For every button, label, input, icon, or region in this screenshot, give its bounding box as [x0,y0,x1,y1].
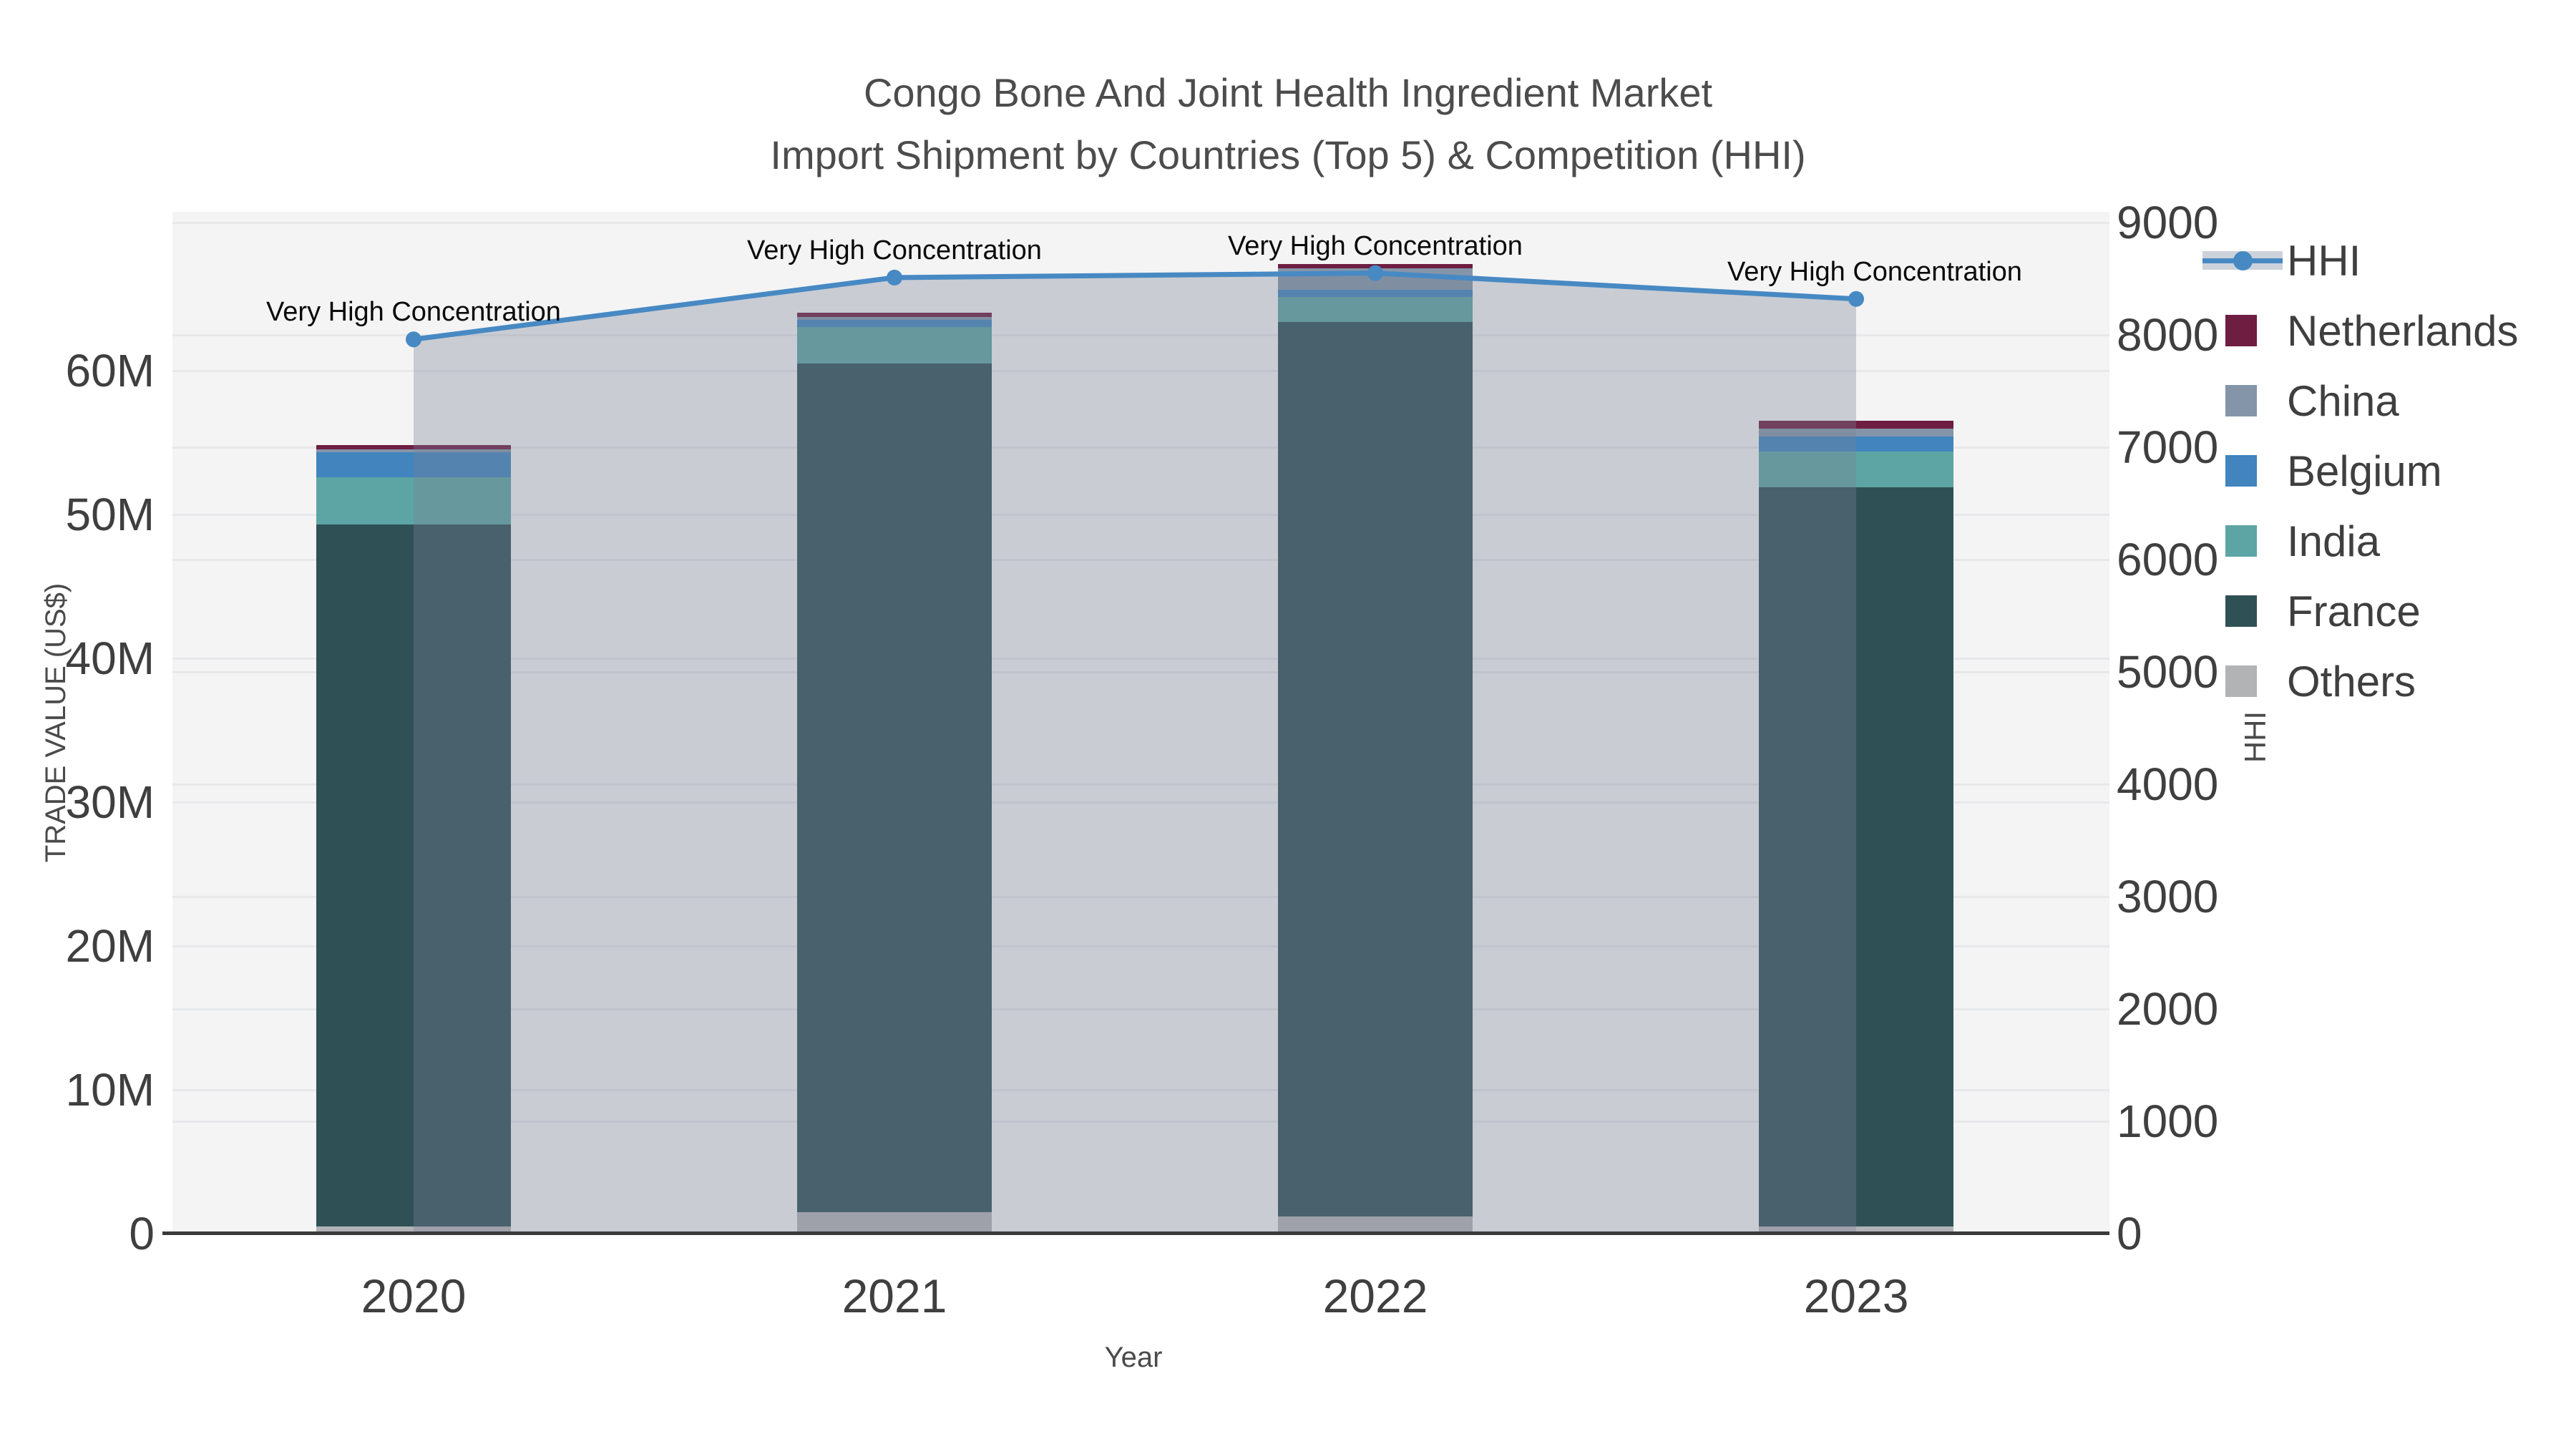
legend-swatch-netherlands-icon [2225,315,2257,346]
left-axis-title: TRADE VALUE (US$) [40,582,72,863]
bar-segment-india-2023[interactable] [1759,451,1953,487]
left-tick-0: 0 [129,1208,155,1259]
bar-segment-india-2020[interactable] [316,477,511,525]
legend-label-france: France [2287,587,2421,635]
gridline-left-20 [172,945,2109,947]
gridline-right-4000 [172,784,2109,786]
x-tick-2020: 2020 [361,1269,467,1322]
right-tick-8000: 8000 [2117,309,2219,361]
gridline-right-2000 [172,1008,2109,1010]
right-tick-0: 0 [2117,1208,2142,1259]
gridline-left-40 [172,658,2109,660]
bar-segment-france-2020[interactable] [316,525,511,1226]
hhi-marker-2023[interactable] [1848,291,1864,307]
x-axis-line [162,1231,2109,1235]
legend-label-netherlands: Netherlands [2287,307,2519,355]
bar-segment-india-2021[interactable] [797,326,992,364]
bar-segment-belgium-2023[interactable] [1759,436,1953,452]
bar-segment-china-2021[interactable] [797,316,992,320]
chart-title: Congo Bone And Joint Health Ingredient M… [863,70,1713,115]
gridline-left-50 [172,514,2109,516]
left-tick-20M: 20M [65,920,155,972]
legend-label-china: China [2287,377,2399,425]
bar-segment-netherlands-2020[interactable] [316,444,511,449]
annotation-2022: Very High Concentration [1228,230,1523,261]
hhi-marker-2020[interactable] [406,331,421,348]
gridline-left-30 [172,801,2109,804]
bar-segment-others-2023[interactable] [1759,1226,1953,1234]
bar-segment-netherlands-2023[interactable] [1759,421,1953,429]
x-axis-title: Year [1104,1342,1163,1373]
annotation-2021: Very High Concentration [747,235,1042,265]
legend-swatch-belgium-icon [2225,455,2257,487]
right-tick-1000: 1000 [2117,1096,2219,1147]
left-tick-40M: 40M [65,633,155,684]
gridline-right-1000 [172,1121,2109,1123]
bar-segment-belgium-2022[interactable] [1278,290,1473,298]
hhi-line [413,270,1857,342]
annotation-2020: Very High Concentration [266,297,561,328]
left-tick-10M: 10M [65,1064,155,1116]
legend-label-hhi: HHI [2287,237,2361,285]
gridline-left-60 [172,370,2109,372]
gridline-right-5000 [172,671,2109,673]
legend-swatch-india-icon [2225,525,2257,557]
legend-label-others: Others [2287,658,2416,706]
gridline-right-6000 [172,559,2109,561]
right-axis-title: HHI [2238,711,2272,763]
gridline-right-8000 [172,334,2109,336]
legend-swatch-china-icon [2225,385,2257,416]
gridline-right-3000 [172,896,2109,898]
gridline-right-7000 [172,447,2109,449]
left-tick-50M: 50M [65,489,155,540]
chart-subtitle: Import Shipment by Countries (Top 5) & C… [770,132,1806,177]
bar-segment-netherlands-2021[interactable] [797,312,992,317]
legend-label-india: India [2287,517,2381,565]
bar-segment-china-2023[interactable] [1759,429,1953,437]
legend-swatch-others-icon [2225,665,2257,697]
bar-segment-india-2022[interactable] [1278,297,1473,322]
bar-segment-france-2022[interactable] [1278,321,1473,1216]
gridline-right-9000 [172,222,2109,224]
left-tick-60M: 60M [65,345,155,396]
bar-segment-china-2020[interactable] [316,449,511,452]
right-tick-7000: 7000 [2117,421,2219,473]
hhi-marker-2021[interactable] [887,269,902,286]
annotation-2023: Very High Concentration [1727,256,2022,287]
right-tick-2000: 2000 [2117,983,2219,1035]
bar-segment-france-2021[interactable] [797,363,992,1212]
right-tick-5000: 5000 [2117,646,2219,698]
x-tick-2021: 2021 [841,1269,947,1322]
right-tick-6000: 6000 [2117,534,2219,585]
legend-swatch-france-icon [2225,595,2257,627]
bar-segment-others-2020[interactable] [316,1226,511,1234]
x-tick-2022: 2022 [1322,1269,1428,1322]
gridline-left-10 [172,1089,2109,1091]
right-tick-3000: 3000 [2117,871,2219,922]
x-tick-2023: 2023 [1803,1269,1909,1322]
right-tick-4000: 4000 [2117,758,2219,810]
hhi-marker-2022[interactable] [1367,265,1383,281]
left-tick-30M: 30M [65,776,155,828]
bar-segment-france-2023[interactable] [1759,487,1953,1226]
right-tick-9000: 9000 [2117,197,2219,248]
bar-segment-others-2022[interactable] [1278,1216,1473,1234]
bar-segment-others-2021[interactable] [797,1211,992,1234]
hhi-area-fill [414,273,1856,1234]
legend-label-belgium: Belgium [2287,447,2442,495]
bar-segment-belgium-2020[interactable] [316,452,511,477]
bar-segment-belgium-2021[interactable] [797,319,992,327]
legend-hhi-marker-icon [2233,251,2253,270]
